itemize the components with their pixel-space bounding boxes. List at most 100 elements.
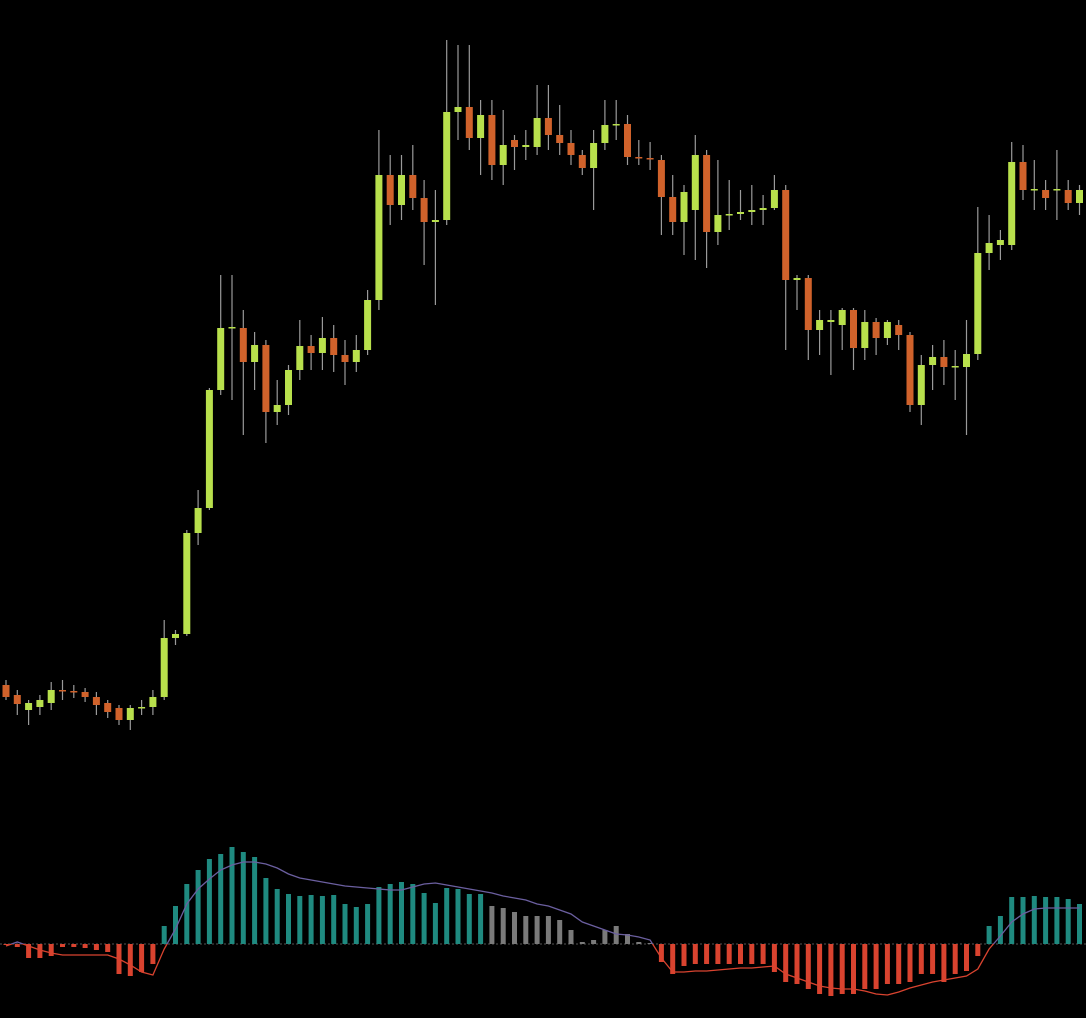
histogram-bar: [14, 944, 20, 947]
candle-body: [1053, 189, 1061, 191]
histogram-bar: [1031, 896, 1037, 944]
histogram-bar: [421, 893, 427, 944]
candle-body: [703, 155, 711, 232]
candle-body: [556, 135, 564, 143]
candle-body: [669, 197, 677, 222]
candle-body: [996, 240, 1004, 245]
histogram-bar: [218, 854, 224, 944]
histogram-bar: [964, 944, 969, 971]
candle-body: [13, 695, 21, 704]
histogram-bar: [1020, 897, 1026, 944]
histogram-bar: [997, 916, 1003, 944]
histogram-bar: [478, 894, 484, 944]
candle-body: [251, 345, 259, 362]
candle-body: [330, 338, 338, 355]
candle-body: [578, 155, 586, 168]
signal-line: [5, 861, 1080, 996]
histogram-bar: [466, 894, 472, 944]
histogram-bar: [1043, 897, 1049, 944]
candle-body: [590, 143, 598, 168]
histogram-bar: [1065, 899, 1071, 944]
candle-body: [1008, 162, 1016, 245]
histogram-bar: [1009, 897, 1015, 944]
histogram-bar: [184, 884, 190, 944]
candle-body: [115, 708, 123, 720]
histogram-bar: [376, 887, 382, 944]
candle-body: [1064, 190, 1072, 203]
histogram-bar: [286, 894, 291, 944]
histogram-bar: [331, 895, 337, 944]
candle-body: [770, 190, 778, 208]
histogram-bar: [625, 934, 630, 944]
candle-body: [420, 198, 428, 222]
candle-body: [635, 157, 643, 159]
candle-body: [398, 175, 405, 205]
histogram-bar: [297, 896, 303, 944]
histogram-bar: [839, 944, 845, 994]
histogram-bar: [173, 906, 178, 944]
histogram-bar: [48, 944, 54, 956]
histogram-bar: [240, 852, 246, 944]
candle-body: [454, 107, 462, 112]
histogram-bar: [455, 889, 461, 944]
candle-body: [138, 707, 146, 709]
histogram-bar: [726, 944, 732, 964]
candle-body: [624, 124, 631, 157]
histogram-bar: [636, 942, 642, 944]
candle-body: [748, 210, 756, 212]
candle-body: [25, 703, 33, 710]
candle-body: [737, 212, 744, 214]
candle-body: [59, 690, 66, 692]
candle-body: [714, 215, 722, 232]
histogram-bar: [105, 944, 111, 952]
candle-body: [341, 355, 349, 362]
histogram-bar: [161, 926, 167, 944]
histogram-bar: [704, 944, 710, 964]
histogram-bar: [930, 944, 936, 974]
candle-body: [804, 278, 812, 330]
histogram-bar: [738, 944, 743, 964]
candle-body: [296, 346, 304, 370]
histogram-bar: [444, 888, 450, 944]
candle-body: [861, 322, 869, 348]
histogram-bar: [873, 944, 879, 989]
candle-body: [477, 115, 485, 138]
histogram-bar: [26, 944, 32, 958]
histogram-bar: [975, 944, 981, 956]
candle-body: [1030, 189, 1038, 191]
candle-body: [612, 124, 620, 126]
candle-body: [816, 320, 824, 330]
histogram-bar: [274, 889, 280, 944]
histogram-bar: [60, 944, 65, 947]
candle-body: [906, 335, 914, 405]
candle-body: [533, 118, 541, 147]
histogram-bar: [568, 930, 574, 944]
candle-body: [228, 327, 236, 329]
candle-body: [1076, 190, 1083, 203]
candle-body: [160, 638, 168, 697]
candle-body: [386, 175, 394, 205]
histogram-bar: [432, 903, 438, 944]
candle-body: [2, 685, 10, 697]
histogram-bar: [399, 882, 404, 944]
histogram-bar: [71, 944, 77, 947]
histogram-bar: [410, 884, 416, 944]
candle-body: [917, 365, 925, 405]
histogram-bar: [952, 944, 958, 974]
histogram-bar: [489, 906, 495, 944]
histogram-bar: [907, 944, 913, 982]
histogram-bar: [941, 944, 947, 982]
histogram-bar: [206, 859, 212, 944]
histogram-bar: [353, 907, 359, 944]
histogram-bar: [986, 926, 992, 944]
histogram-bar: [93, 944, 99, 950]
histogram-bar: [139, 944, 145, 972]
histogram-bar: [523, 916, 529, 944]
histogram-bar: [783, 944, 789, 982]
candle-body: [1019, 162, 1027, 190]
histogram-bar: [591, 940, 597, 944]
candle-body: [522, 145, 530, 147]
histogram-bar: [3, 944, 9, 945]
candle-body: [838, 310, 846, 325]
histogram-bar: [1054, 897, 1060, 944]
